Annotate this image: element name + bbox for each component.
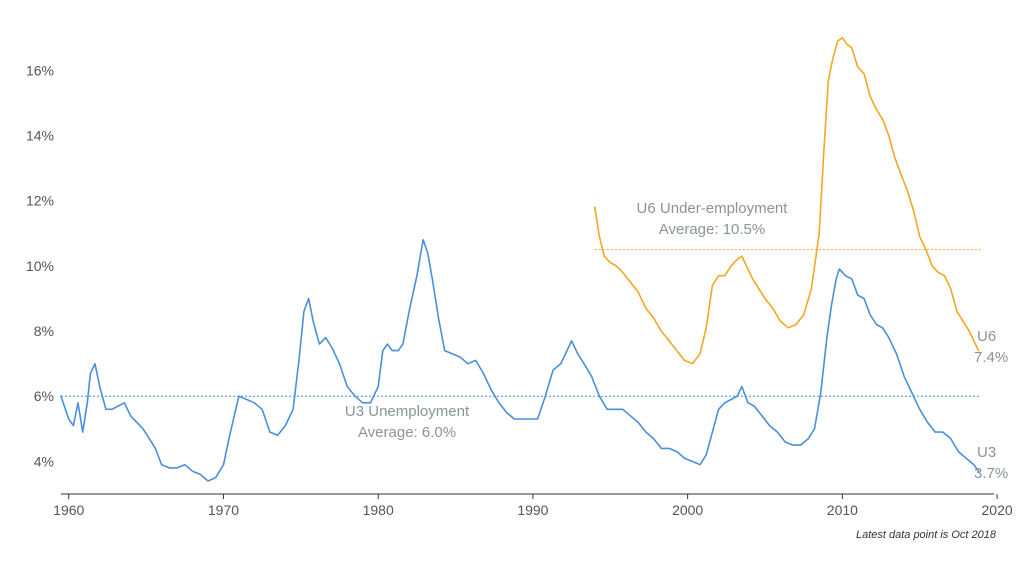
footnote: Latest data point is Oct 2018 bbox=[856, 529, 997, 541]
y-axis: 4% 6% 8% 10% 12% 14% 16% bbox=[26, 62, 54, 469]
y-tick-label: 6% bbox=[34, 388, 54, 404]
y-tick-label: 8% bbox=[34, 323, 54, 339]
u3-series-line bbox=[60, 239, 980, 482]
x-tick-label: 1990 bbox=[517, 502, 548, 518]
x-tick-label: 1960 bbox=[53, 502, 84, 518]
u6-series-label: U6 Under-employment bbox=[637, 200, 789, 217]
x-tick-label: 2020 bbox=[982, 502, 1013, 518]
y-tick-label: 14% bbox=[26, 128, 54, 144]
y-tick-label: 10% bbox=[26, 258, 54, 274]
u6-series-line bbox=[593, 36, 980, 365]
x-tick-label: 2010 bbox=[827, 502, 858, 518]
x-axis: 1960 1970 1980 1990 2000 2010 2020 bbox=[53, 493, 1013, 518]
u3-average-label: Average: 6.0% bbox=[358, 424, 456, 441]
series-lines bbox=[60, 36, 980, 482]
u3-end-value: 3.7% bbox=[974, 465, 1008, 482]
y-tick-label: 16% bbox=[26, 62, 54, 78]
y-tick-label: 4% bbox=[34, 453, 54, 469]
average-lines bbox=[61, 249, 981, 397]
x-tick-label: 1980 bbox=[363, 502, 394, 518]
u3-series-label: U3 Unemployment bbox=[345, 403, 470, 420]
u3-end-label: U3 bbox=[977, 444, 996, 461]
y-tick-label: 12% bbox=[26, 193, 54, 209]
x-tick-label: 1970 bbox=[208, 502, 239, 518]
u6-average-label: Average: 10.5% bbox=[659, 221, 765, 238]
u6-end-label: U6 bbox=[977, 328, 996, 345]
u6-end-value: 7.4% bbox=[974, 349, 1008, 366]
x-tick-label: 2000 bbox=[672, 502, 703, 518]
